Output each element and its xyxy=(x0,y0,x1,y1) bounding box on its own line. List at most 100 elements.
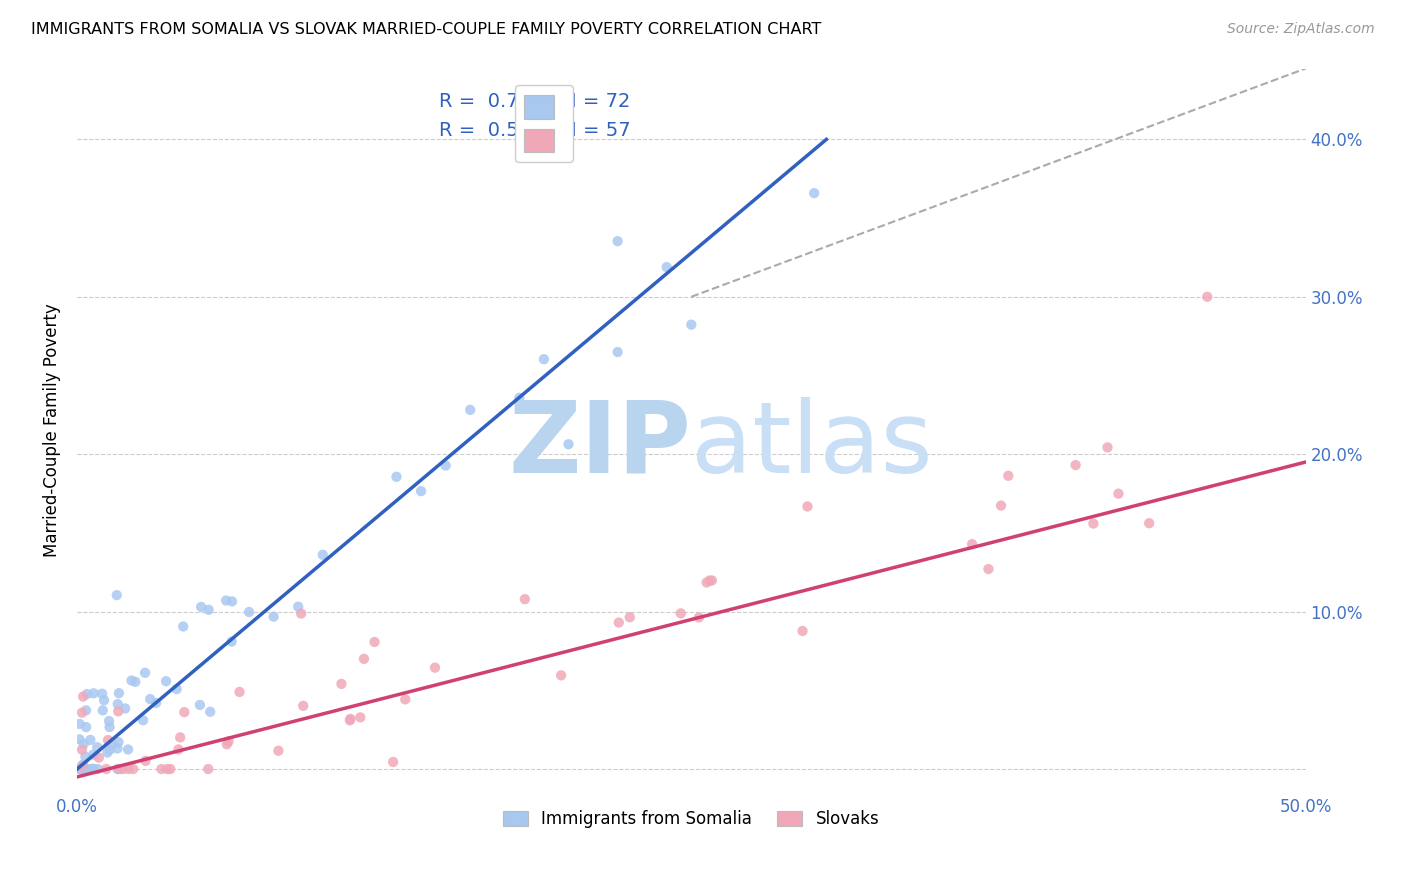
Text: Source: ZipAtlas.com: Source: ZipAtlas.com xyxy=(1227,22,1375,37)
Point xyxy=(73,737,96,751)
Point xyxy=(557,437,579,451)
Point xyxy=(699,574,721,588)
Point xyxy=(107,704,129,718)
Point xyxy=(221,634,243,648)
Point xyxy=(167,742,190,756)
Point xyxy=(606,345,628,359)
Point xyxy=(166,681,188,696)
Text: R =  0.588   N = 57: R = 0.588 N = 57 xyxy=(440,120,631,139)
Point xyxy=(803,186,825,201)
Point xyxy=(977,562,1000,576)
Point xyxy=(221,594,243,608)
Point xyxy=(190,599,212,614)
Point xyxy=(91,687,114,701)
Point xyxy=(172,619,194,633)
Point xyxy=(69,762,91,776)
Point xyxy=(1064,458,1087,472)
Text: ZIP: ZIP xyxy=(509,397,692,493)
Point xyxy=(200,705,222,719)
Point xyxy=(107,735,129,749)
Point xyxy=(1197,290,1219,304)
Point xyxy=(1097,441,1119,455)
Point xyxy=(150,762,173,776)
Point xyxy=(82,762,104,776)
Point xyxy=(145,696,167,710)
Point xyxy=(111,762,134,776)
Point xyxy=(70,759,93,773)
Text: IMMIGRANTS FROM SOMALIA VS SLOVAK MARRIED-COUPLE FAMILY POVERTY CORRELATION CHAR: IMMIGRANTS FROM SOMALIA VS SLOVAK MARRIE… xyxy=(31,22,821,37)
Point xyxy=(267,744,290,758)
Point xyxy=(159,762,181,776)
Point xyxy=(82,762,104,776)
Point xyxy=(394,692,416,706)
Point xyxy=(292,698,315,713)
Point xyxy=(155,674,177,689)
Point xyxy=(105,762,128,776)
Point xyxy=(434,458,457,473)
Point xyxy=(117,762,139,776)
Point xyxy=(108,762,131,776)
Point xyxy=(87,762,110,776)
Point xyxy=(101,737,124,751)
Point xyxy=(173,705,195,719)
Point xyxy=(82,762,104,776)
Point xyxy=(69,717,91,731)
Point xyxy=(792,624,814,638)
Point xyxy=(700,574,723,588)
Point xyxy=(135,754,157,768)
Point xyxy=(263,609,285,624)
Point xyxy=(121,673,143,688)
Point xyxy=(105,588,128,602)
Point xyxy=(83,686,105,700)
Point xyxy=(108,686,131,700)
Point xyxy=(70,706,93,720)
Point xyxy=(997,468,1019,483)
Point xyxy=(75,749,97,764)
Point xyxy=(75,703,97,717)
Point xyxy=(385,469,408,483)
Point xyxy=(363,635,385,649)
Point xyxy=(218,734,240,748)
Point xyxy=(97,733,120,747)
Point xyxy=(76,762,98,776)
Point xyxy=(533,352,555,367)
Y-axis label: Married-Couple Family Poverty: Married-Couple Family Poverty xyxy=(44,303,60,558)
Point xyxy=(228,685,250,699)
Point xyxy=(107,741,129,756)
Point xyxy=(98,714,121,728)
Point xyxy=(513,592,536,607)
Point xyxy=(990,499,1012,513)
Point xyxy=(70,742,93,756)
Point xyxy=(339,712,361,726)
Point xyxy=(197,603,219,617)
Point xyxy=(550,668,572,682)
Point xyxy=(655,260,678,274)
Point xyxy=(114,701,136,715)
Point xyxy=(287,599,309,614)
Point xyxy=(349,710,371,724)
Point xyxy=(960,537,983,551)
Point xyxy=(169,731,191,745)
Point xyxy=(69,762,91,776)
Point xyxy=(73,762,96,776)
Point xyxy=(117,742,139,756)
Text: R =  0.719   N = 72: R = 0.719 N = 72 xyxy=(440,92,631,111)
Point xyxy=(1083,516,1105,531)
Point xyxy=(124,674,146,689)
Point xyxy=(139,692,162,706)
Point xyxy=(72,757,94,772)
Point xyxy=(458,402,481,417)
Point xyxy=(82,747,104,762)
Text: atlas: atlas xyxy=(692,397,934,493)
Point xyxy=(681,318,703,332)
Point xyxy=(73,762,96,776)
Point xyxy=(98,742,121,756)
Point xyxy=(79,733,101,747)
Point xyxy=(72,690,94,704)
Point xyxy=(796,500,818,514)
Point xyxy=(75,762,97,776)
Point xyxy=(215,737,238,751)
Point xyxy=(132,713,155,727)
Point xyxy=(96,762,118,776)
Point xyxy=(156,762,179,776)
